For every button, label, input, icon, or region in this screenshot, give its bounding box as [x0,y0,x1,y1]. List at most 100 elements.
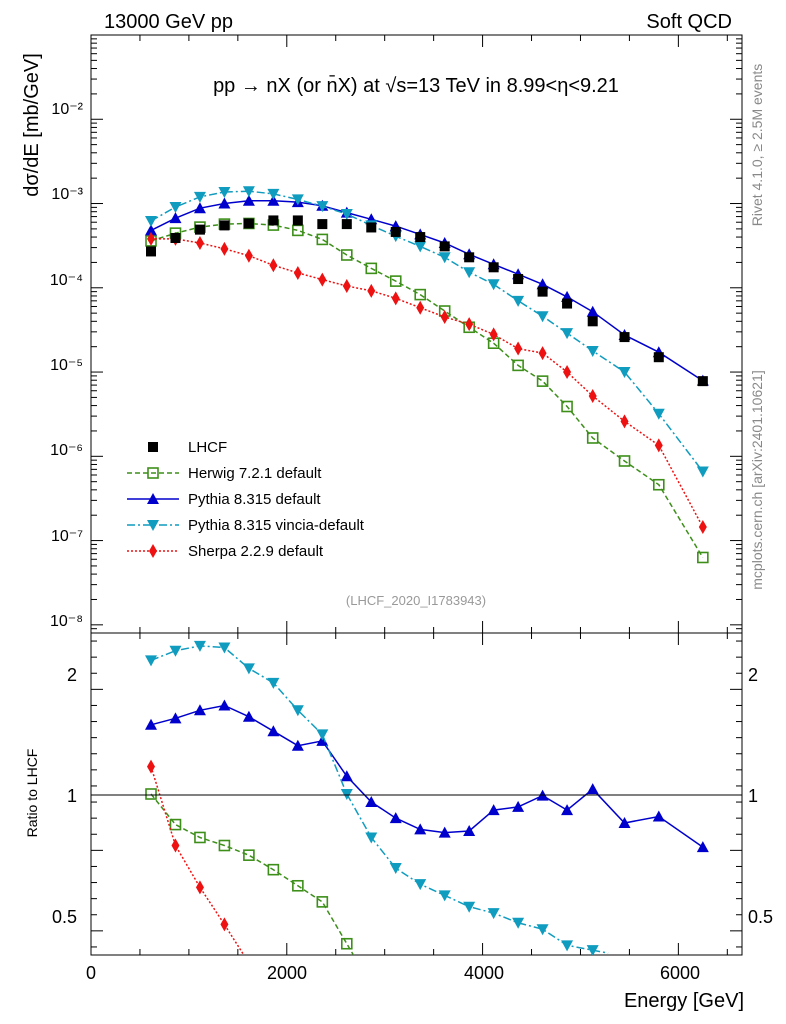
data-point [195,236,204,251]
legend-marker [147,520,159,531]
data-point [538,346,547,361]
data-point [342,279,351,294]
data-point [367,283,376,298]
ratio-series-pythia-8-315-default [145,699,709,853]
ratio-series-sherpa-2-2-9-default [147,759,245,955]
process-label: Soft QCD [646,11,732,33]
data-point [619,332,630,343]
x-tick-label: 6000 [660,963,700,983]
data-point [488,262,499,273]
legend: LHCF Herwig 7.2.1 default Pythia 8.315 def… [127,439,365,560]
data-point [366,222,377,233]
data-point [267,188,280,200]
data-point [316,233,329,246]
data-point [536,278,549,290]
ratio-point [145,655,158,667]
ratio-tick-label-right: 0.5 [748,907,773,927]
ratio-point [218,699,231,711]
ratio-line-herwig-7-2-1-default [150,793,355,955]
data-point [652,478,665,491]
data-point [563,365,572,380]
ratio-point [291,705,304,717]
data-point [243,218,254,229]
ratio-point [696,841,709,853]
y-axis-label: dσ/dE [mb/GeV] [21,53,43,197]
data-point [620,414,629,429]
data-point [438,252,451,264]
ratio-point [242,663,255,675]
ratio-point [438,890,451,902]
ratio-point [194,831,206,844]
data-point [145,224,158,236]
ratio-point [242,710,255,722]
data-point [487,279,500,291]
analysis-label: (LHCF_2020_I1783943) [346,593,486,608]
ratio-tick-label: 1 [67,786,77,806]
data-point [414,288,427,301]
data-point [416,300,425,315]
ratio-point [389,863,402,875]
y-tick-label: 10⁻⁶ [50,442,83,459]
series-line-pythia-8-315-default [150,199,704,382]
legend-marker [147,493,159,504]
x-tick-label: 0 [86,963,96,983]
data-point [170,232,181,243]
data-point [618,367,631,379]
ratio-point [586,945,599,955]
data-point [698,519,707,534]
ratio-point [414,879,427,891]
data-point [391,291,400,306]
ratio-point [618,816,631,828]
ratio-point [145,788,157,800]
data-point [561,400,573,413]
data-point [654,438,663,453]
legend-marker [147,467,159,479]
y-tick-label: 10⁻² [51,101,83,118]
data-point [340,249,353,261]
data-point [586,432,599,444]
ratio-point [193,640,206,652]
ratio-point [365,832,378,844]
data-point [415,232,426,243]
data-point [536,375,549,387]
ratio-tick-label-right: 2 [748,665,758,685]
data-point [269,258,278,273]
ratio-tick-label: 0.5 [52,907,77,927]
data-point [268,215,279,226]
ratio-point [316,729,329,741]
data-point [696,466,709,478]
ratio-point [220,917,229,932]
x-tick-label: 2000 [267,963,307,983]
ratio-point [243,849,255,861]
legend-marker [148,442,158,452]
ratio-line-pythia-8-315-default [150,704,704,848]
data-point [697,376,708,387]
data-point [514,341,523,356]
ratio-point [316,896,329,908]
ratio-point [340,770,353,782]
data-point [652,408,665,420]
legend-item-herwig-7-2-1-default: Herwig 7.2.1 default [127,465,322,482]
y-tick-label: 10⁻⁸ [50,613,83,630]
series-sherpa-2-2-9-default [147,231,707,534]
ratio-point [463,901,476,913]
legend-label: Sherpa 2.2.9 default [188,543,324,560]
data-point [513,274,524,285]
ratio-series-herwig-7-2-1-default [145,788,355,955]
ratio-point [365,796,378,808]
ratio-line-pythia-8-315-vincia-default [150,645,609,954]
ratio-point [340,937,353,950]
ratio-plot-frame [90,632,743,956]
ratio-point [292,879,304,892]
legend-item-lhcf: LHCF [148,439,227,456]
legend-label: Pythia 8.315 vincia-default [188,517,365,534]
series-layer [145,186,709,955]
data-point [316,201,329,213]
data-point [489,327,498,342]
data-point [414,241,427,253]
data-point [291,194,304,206]
ratio-point [561,940,574,952]
x-axis-label: Energy [GeV] [624,990,744,1012]
ratio-point [267,677,280,689]
